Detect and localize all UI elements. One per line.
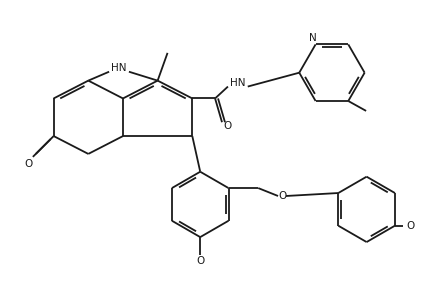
Text: HN: HN xyxy=(230,77,246,88)
Text: O: O xyxy=(25,159,33,169)
Text: HN: HN xyxy=(111,63,127,73)
Text: O: O xyxy=(224,121,232,131)
Text: O: O xyxy=(407,221,415,231)
Text: O: O xyxy=(279,191,287,201)
Text: O: O xyxy=(196,256,204,266)
Text: N: N xyxy=(309,33,317,43)
